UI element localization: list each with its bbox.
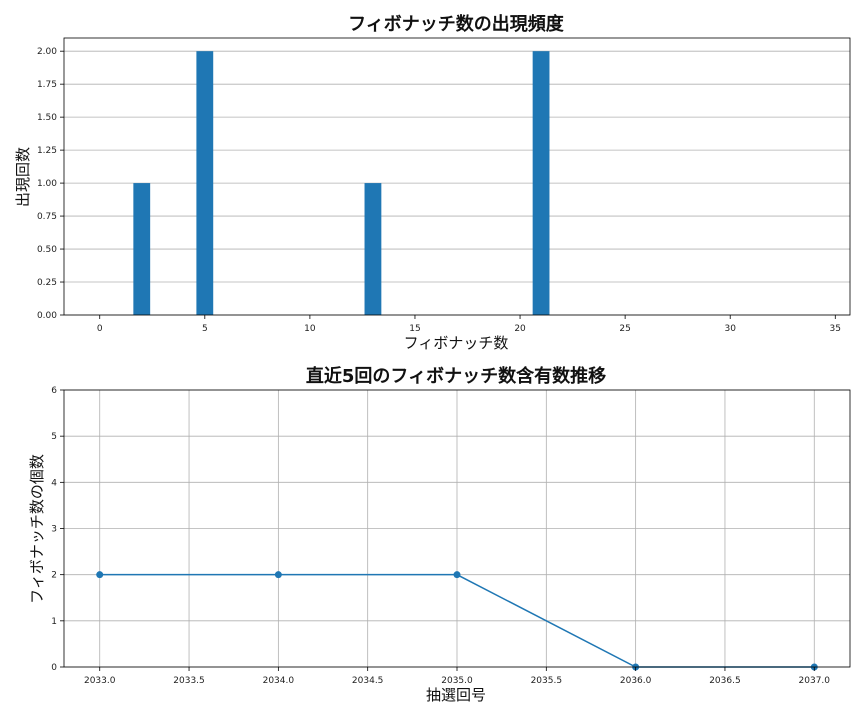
data-point xyxy=(96,571,104,579)
chart-title: フィボナッチ数の出現頻度 xyxy=(348,13,565,35)
y-tick-label: 0.50 xyxy=(37,245,57,255)
plot-frame xyxy=(63,37,851,316)
y-tick-label: 1.75 xyxy=(37,80,57,90)
x-tick-label: 25 xyxy=(619,324,630,334)
x-tick-label: 15 xyxy=(409,324,420,334)
x-axis-label: フィボナッチ数 xyxy=(404,334,509,352)
bar xyxy=(532,51,550,315)
chart-title: 直近5回のフィボナッチ数含有数推移 xyxy=(306,365,606,387)
y-tick-label: 1.50 xyxy=(37,113,57,123)
y-ticks: 0.00 0.25 0.50 0.75 1.00 1.25 1.50 1.75 2.00 xyxy=(37,47,64,321)
x-tick-label: 10 xyxy=(304,324,316,334)
x-tick-label: 30 xyxy=(724,324,736,334)
x-axis-label: 抽選回号 xyxy=(426,686,486,704)
data-point xyxy=(453,571,461,579)
x-tick-label: 2036.5 xyxy=(709,676,741,686)
y-tick-label: 1 xyxy=(51,617,57,627)
y-axis-label: 出現回数 xyxy=(14,147,32,207)
y-tick-label: 6 xyxy=(51,386,57,396)
trend-line-chart: 直近5回のフィボナッチ数含有数推移 2033.0 2033.5 2034.0 2034… xyxy=(28,365,851,704)
bar xyxy=(364,183,382,315)
x-tick-label: 20 xyxy=(514,324,526,334)
y-axis-label: フィボナッチ数の個数 xyxy=(28,454,46,604)
x-tick-label: 5 xyxy=(202,324,208,334)
x-tick-label: 2033.5 xyxy=(173,676,205,686)
y-tick-label: 3 xyxy=(51,525,57,535)
y-tick-label: 4 xyxy=(51,478,57,488)
x-tick-label: 2035.5 xyxy=(531,676,563,686)
y-tick-label: 5 xyxy=(51,432,57,442)
y-tick-label: 1.25 xyxy=(37,146,57,156)
x-tick-label: 2034.0 xyxy=(263,676,295,686)
x-tick-label: 0 xyxy=(97,324,103,334)
x-tick-label: 2035.0 xyxy=(441,676,473,686)
x-tick-label: 2036.0 xyxy=(620,676,652,686)
x-tick-label: 2033.0 xyxy=(84,676,116,686)
bar xyxy=(196,51,214,315)
x-tick-label: 35 xyxy=(830,324,841,334)
y-tick-label: 2 xyxy=(51,571,57,581)
y-tick-label: 0 xyxy=(51,663,57,673)
y-tick-label: 0.75 xyxy=(37,212,57,222)
bar xyxy=(133,183,151,315)
x-ticks: 2033.0 2033.5 2034.0 2034.5 2035.0 2035.5 2036… xyxy=(84,667,830,686)
y-tick-label: 2.00 xyxy=(37,47,57,57)
y-ticks: 0 1 2 3 4 5 6 xyxy=(51,386,64,673)
y-tick-label: 0.00 xyxy=(37,311,57,321)
x-tick-label: 2037.0 xyxy=(799,676,831,686)
data-point xyxy=(274,571,282,579)
x-tick-label: 2034.5 xyxy=(352,676,384,686)
frequency-bar-chart: フィボナッチ数の出現頻度 0 5 10 15 20 25 30 35 0.00 0.25 0.50… xyxy=(14,13,851,352)
y-tick-label: 0.25 xyxy=(37,278,57,288)
bars xyxy=(133,51,550,315)
x-ticks: 0 5 10 15 20 25 30 35 xyxy=(97,315,841,334)
y-tick-label: 1.00 xyxy=(37,179,57,189)
